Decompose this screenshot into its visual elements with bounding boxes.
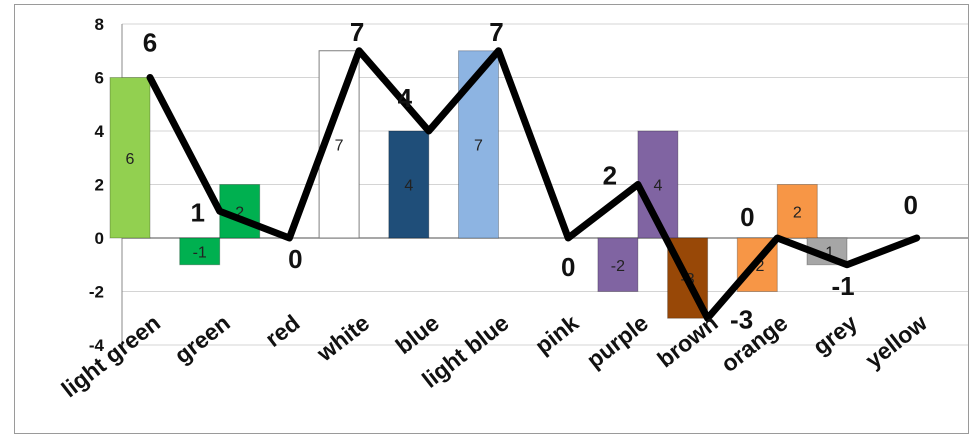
- line-data-label: 4: [398, 83, 413, 113]
- line-data-label: 0: [740, 202, 754, 232]
- x-category-label: green: [169, 309, 234, 368]
- bar-data-label: -2: [611, 258, 625, 275]
- line-data-label: 0: [903, 190, 917, 220]
- y-tick-label: -4: [89, 336, 105, 355]
- x-category-label: purple: [582, 309, 653, 373]
- bar-purple: [597, 237, 639, 292]
- bar-data-label: -1: [193, 244, 207, 261]
- bar-green: [179, 237, 221, 266]
- bar-data-label: 7: [335, 137, 344, 154]
- bar-blue: [388, 130, 430, 239]
- line-data-label: 2: [603, 161, 617, 191]
- line-series: [146, 47, 921, 322]
- line-data-label: 7: [350, 17, 364, 47]
- x-category-label: pink: [530, 309, 583, 359]
- bar-white: [318, 50, 360, 239]
- line-data-label: 1: [190, 197, 204, 227]
- line-data-label: -1: [831, 271, 854, 301]
- bar-data-label: 7: [474, 137, 483, 154]
- x-category-label: white: [311, 309, 374, 366]
- line-data-label: 0: [561, 252, 575, 282]
- x-category-label: grey: [808, 309, 862, 360]
- x-category-label: blue: [391, 309, 444, 359]
- x-category-label: red: [260, 309, 304, 352]
- x-category-label: yellow: [860, 309, 931, 373]
- bar-light-green: [109, 77, 151, 239]
- bar-data-label: 4: [404, 178, 413, 195]
- bar-data-label: 6: [126, 151, 135, 168]
- line-data-label: 6: [143, 28, 157, 58]
- x-category-label: orange: [716, 309, 792, 377]
- line-data-label: 7: [489, 17, 503, 47]
- x-category-label: light green: [56, 309, 165, 402]
- y-tick-label: 8: [95, 15, 104, 34]
- bar-data-label: 4: [653, 178, 662, 195]
- bar-orange: [776, 184, 818, 239]
- bar-data-label: 2: [793, 204, 802, 221]
- y-tick-label: 0: [95, 229, 104, 248]
- y-tick-label: 2: [95, 176, 104, 195]
- line-data-label: 0: [288, 244, 302, 274]
- y-tick-label: 4: [95, 122, 105, 141]
- grid-lines: [122, 23, 968, 346]
- y-tick-label: -2: [89, 283, 104, 302]
- line-data-label: -3: [730, 304, 753, 334]
- x-category-label: brown: [652, 309, 722, 372]
- y-tick-label: 6: [95, 69, 104, 88]
- bar-light-blue: [458, 50, 499, 239]
- bar-data-label: 2: [235, 204, 244, 221]
